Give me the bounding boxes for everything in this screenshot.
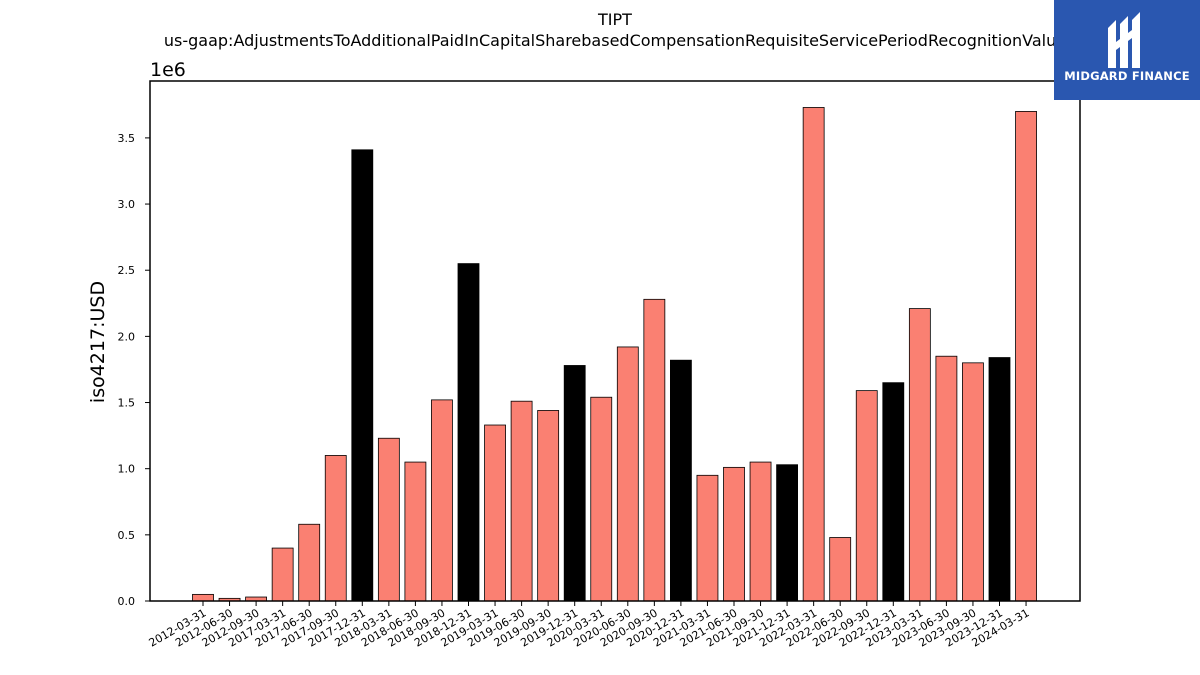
bar-2021-12-31: [776, 464, 798, 602]
bar-2021-03-31: [696, 474, 719, 602]
y-tick-label: 3.5: [118, 132, 136, 145]
bar-2017-06-30: [298, 523, 321, 602]
y-axis-ticks: 0.0 0.5 1.0 1.5 2.0 2.5 3.0 3.5: [118, 132, 150, 608]
bar-2023-09-30: [962, 362, 984, 602]
bar-2018-12-31: [457, 263, 480, 602]
bar-group: [192, 107, 1037, 602]
y-tick-label: 1.0: [118, 463, 136, 476]
bar-2020-09-30: [643, 298, 666, 602]
y-tick-label: 0.0: [118, 595, 136, 608]
bar-2024-03-31: [1015, 111, 1037, 602]
bar-2022-06-30: [829, 537, 852, 602]
bar-2019-03-31: [484, 424, 506, 602]
bar-2023-06-30: [935, 355, 958, 602]
bar-2020-12-31: [670, 359, 692, 602]
chart-title: TIPT: [597, 10, 632, 29]
y-tick-label: 3.0: [118, 198, 136, 211]
y-axis-label: iso4217:USD: [87, 281, 109, 403]
bar-2023-03-31: [908, 308, 931, 602]
plot-frame: [149, 80, 1081, 602]
y-offset-label: 1e6: [150, 59, 186, 81]
chart-subtitle: us-gaap:AdjustmentsToAdditionalPaidInCap…: [164, 31, 1066, 50]
bar-2017-09-30: [324, 455, 347, 602]
bar-2018-09-30: [431, 399, 453, 602]
bar-2020-03-31: [590, 396, 613, 602]
y-tick-label: 2.0: [118, 330, 136, 343]
bar-2021-06-30: [723, 466, 745, 602]
y-tick-label: 2.5: [118, 264, 136, 277]
bar-2012-03-31: [192, 593, 214, 602]
bar-2019-06-30: [510, 400, 533, 602]
logo-text: MIDGARD FINANCE: [1064, 69, 1190, 83]
bar-2018-03-31: [377, 437, 400, 602]
bar-2019-09-30: [537, 410, 560, 602]
x-axis-ticks: 2012-03-312012-06-302012-09-302017-03-31…: [147, 601, 1032, 650]
midgard-finance-logo: MIDGARD FINANCE: [1054, 0, 1200, 100]
bar-2022-12-31: [882, 382, 905, 602]
logo-mark-icon: [1108, 12, 1140, 68]
bar-2020-06-30: [616, 346, 639, 602]
bar-2022-09-30: [855, 390, 878, 602]
bar-2023-12-31: [988, 357, 1011, 602]
bar-2018-06-30: [404, 461, 427, 602]
bar-2017-03-31: [271, 547, 294, 602]
y-tick-label: 0.5: [118, 529, 136, 542]
bar-2017-12-31: [351, 149, 374, 602]
bar-2022-03-31: [802, 107, 825, 602]
y-tick-label: 1.5: [118, 397, 136, 410]
bar-2019-12-31: [563, 365, 586, 602]
bar-2021-09-30: [749, 461, 772, 602]
